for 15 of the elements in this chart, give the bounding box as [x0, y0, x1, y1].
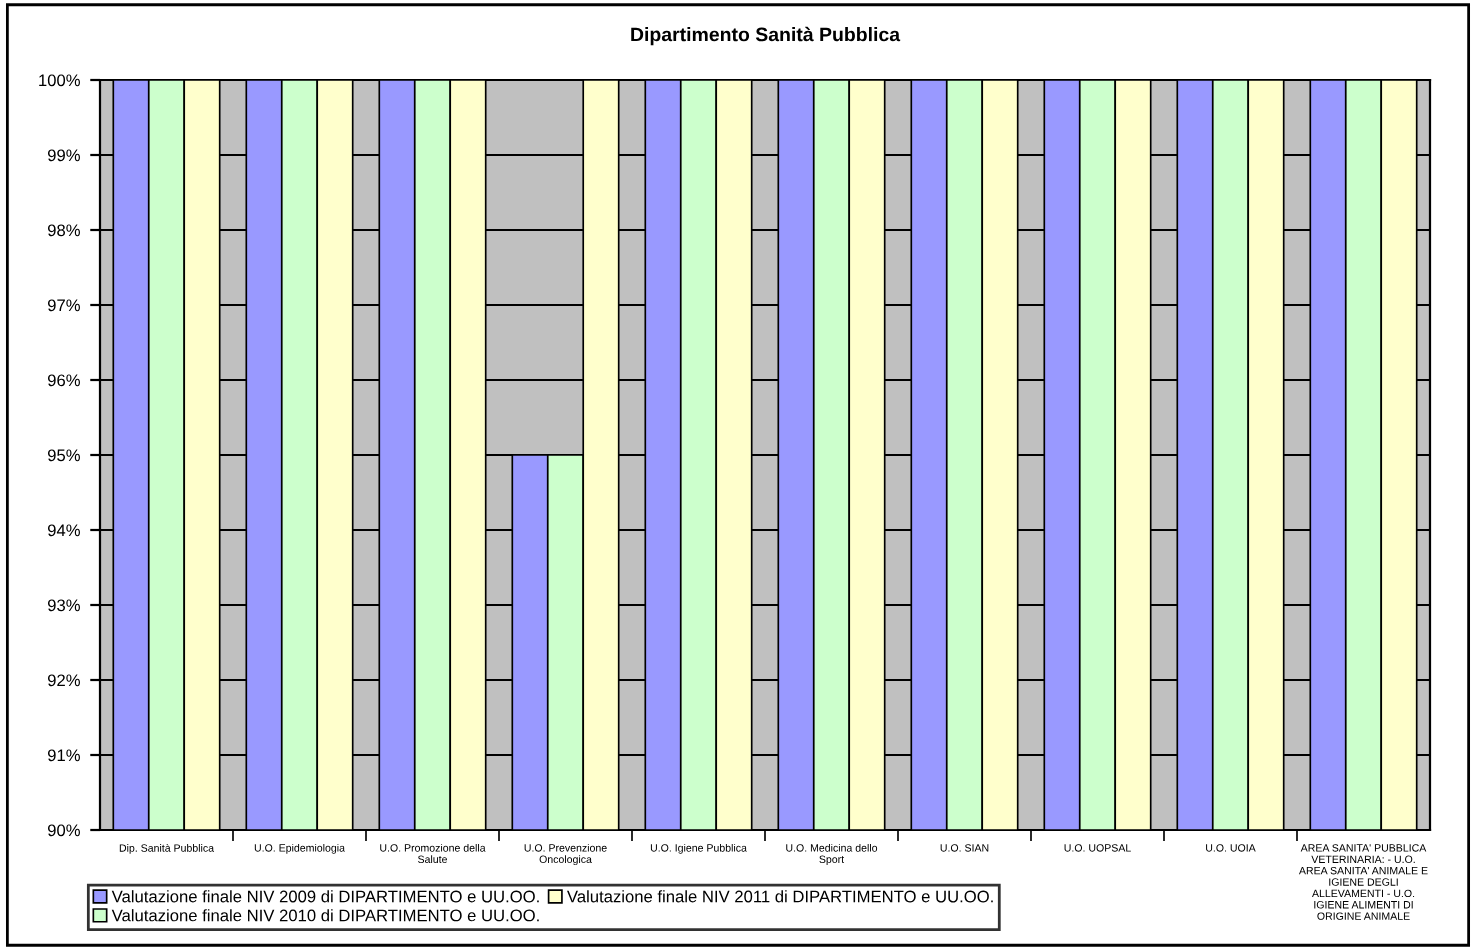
legend-label: Valutazione finale NIV 2010 di DIPARTIMENTO e UU.OO. [111, 909, 539, 922]
y-tick-label: 99% [47, 149, 80, 162]
y-tick-label: 92% [47, 674, 80, 687]
y-tick-label: 93% [47, 599, 80, 612]
y-tick-label: 94% [47, 524, 80, 537]
chart-title: Dipartimento Sanità Pubblica [631, 26, 901, 46]
y-tick-label: 90% [47, 824, 80, 837]
y-tick-label: 97% [47, 299, 80, 312]
y-tick-label: 98% [47, 224, 80, 237]
legend-label: Valutazione finale NIV 2011 di DIPARTIMENTO e UU.OO. [567, 890, 993, 903]
legend-label: Valutazione finale NIV 2009 di DIPARTIMENTO e UU.OO. [111, 890, 539, 903]
y-tick-label: 100% [39, 74, 80, 87]
y-tick-label: 95% [47, 449, 80, 462]
y-tick-label: 96% [47, 374, 80, 387]
y-tick-label: 91% [47, 749, 80, 762]
